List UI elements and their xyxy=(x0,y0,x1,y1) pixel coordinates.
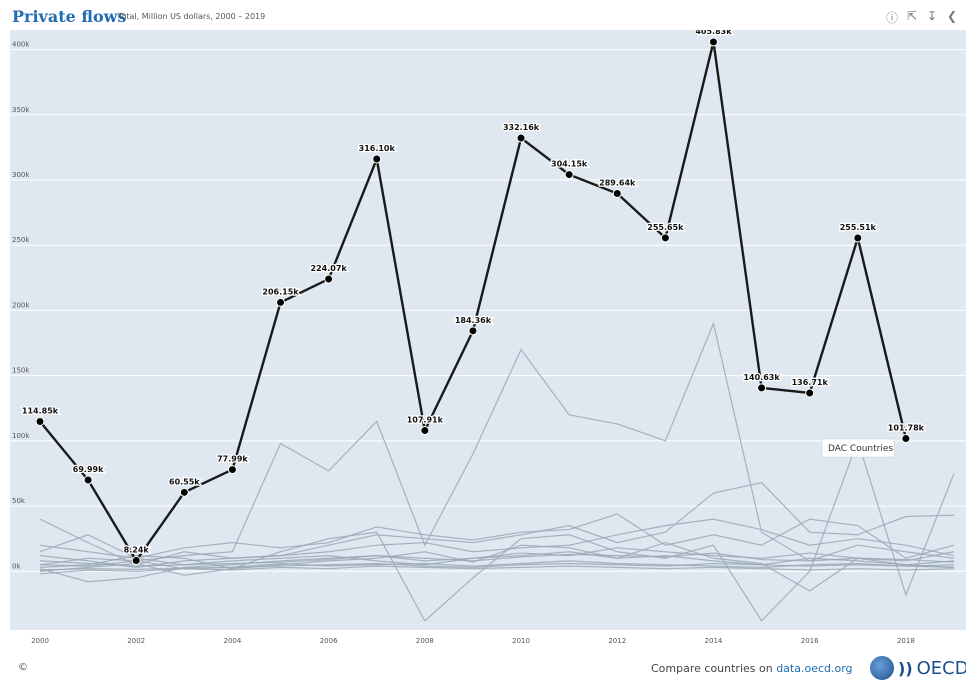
data-label: 255.51k xyxy=(840,223,877,232)
data-point[interactable] xyxy=(131,556,141,566)
series-line[interactable] xyxy=(39,544,955,566)
data-label: 316.10k xyxy=(359,144,396,153)
data-point[interactable] xyxy=(612,189,622,199)
data-label: 224.07k xyxy=(311,264,348,273)
data-label: 114.85k xyxy=(22,407,59,416)
x-tick-label: 2018 xyxy=(897,637,915,645)
data-point[interactable] xyxy=(660,233,670,243)
data-label: 136.71k xyxy=(792,378,829,387)
chart-subtitle: Total, Million US dollars, 2000 – 2019 xyxy=(118,12,266,21)
info-icon[interactable]: ⓘ xyxy=(886,11,899,25)
plot-area xyxy=(10,30,966,630)
logo-text: OECD xyxy=(916,657,966,679)
globe-icon xyxy=(870,656,894,680)
data-point[interactable] xyxy=(276,297,286,307)
x-tick-label: 2016 xyxy=(801,637,819,645)
tooltip: DAC Countries xyxy=(821,438,895,458)
data-point[interactable] xyxy=(708,37,718,47)
oecd-logo[interactable]: )) OECD xyxy=(870,656,966,680)
other-series-group xyxy=(39,321,955,622)
chart-header: Private flows Total, Million US dollars,… xyxy=(0,0,966,34)
data-point[interactable] xyxy=(83,475,93,485)
data-point[interactable] xyxy=(179,487,189,497)
x-tick-label: 2002 xyxy=(127,637,145,645)
data-point[interactable] xyxy=(324,274,334,284)
footer: © Compare countries on data.oecd.org )) … xyxy=(0,650,966,682)
data-label: 332.16k xyxy=(503,123,540,132)
x-tick-label: 2010 xyxy=(512,637,530,645)
data-label: 107.91k xyxy=(407,416,444,425)
data-point[interactable] xyxy=(35,417,45,426)
data-point[interactable] xyxy=(372,154,382,164)
data-point[interactable] xyxy=(516,133,526,143)
series-line[interactable] xyxy=(39,321,955,566)
data-label: 289.64k xyxy=(599,179,636,188)
series-line[interactable] xyxy=(39,551,955,583)
data-point[interactable] xyxy=(901,434,911,444)
series-line[interactable] xyxy=(39,565,955,575)
tooltip-box xyxy=(821,438,895,458)
share-icon[interactable]: ❮ xyxy=(946,9,958,23)
data-label: 140.63k xyxy=(743,373,780,382)
data-point[interactable] xyxy=(468,326,478,336)
compare-prefix: Compare countries on xyxy=(651,662,777,675)
data-label: 304.15k xyxy=(551,160,588,169)
y-tick-label: 100k xyxy=(12,432,30,440)
data-point[interactable] xyxy=(227,465,237,475)
data-label: 184.36k xyxy=(455,316,492,325)
y-tick-label: 50k xyxy=(12,497,26,505)
chart-toolbar: ⓘ ⇱ ↧ ❮ xyxy=(886,9,958,26)
x-tick-label: 2008 xyxy=(416,637,434,645)
x-tick-label: 2004 xyxy=(224,637,242,645)
data-label: 69.99k xyxy=(73,465,104,474)
y-tick-label: 150k xyxy=(12,367,30,375)
x-tick-label: 2000 xyxy=(31,637,49,645)
x-axis-ticks: 2000 2002 2004 2006 2008 2010 2012 2014 2016 2018 xyxy=(31,637,915,645)
x-tick-label: 2012 xyxy=(608,637,626,645)
expand-icon[interactable]: ⇱ xyxy=(906,9,918,23)
data-point[interactable] xyxy=(564,170,574,180)
data-label: 405.83k xyxy=(695,30,732,36)
compare-countries: Compare countries on data.oecd.org xyxy=(651,662,853,675)
data-label: 206.15k xyxy=(262,287,299,296)
y-tick-label: 400k xyxy=(12,41,30,49)
series-line[interactable] xyxy=(39,513,955,559)
series-line[interactable] xyxy=(39,541,955,592)
data-label: 77.99k xyxy=(217,455,248,464)
data-label: 255.65k xyxy=(647,223,684,232)
y-tick-label: 300k xyxy=(12,171,30,179)
x-tick-label: 2006 xyxy=(320,637,338,645)
y-tick-label: 0k xyxy=(12,562,21,570)
compare-link[interactable]: data.oecd.org xyxy=(776,662,853,675)
y-tick-label: 200k xyxy=(12,301,30,309)
tooltip-text: DAC Countries xyxy=(828,444,893,454)
data-labels-group: 114.85k 69.99k 8.24k 60.55k 77.99k 206.15k 224… xyxy=(21,30,926,556)
data-point[interactable] xyxy=(757,383,767,393)
x-tick-label: 2014 xyxy=(705,637,723,645)
arc-icon: )) xyxy=(898,658,913,678)
data-label: 8.24k xyxy=(124,546,150,555)
chart-title: Private flows xyxy=(12,7,127,26)
highlighted-series-group[interactable] xyxy=(35,37,911,566)
y-axis-ticks: 0k 50k 100k 150k 200k 250k 300k 350k 400k xyxy=(12,41,30,571)
download-icon[interactable]: ↧ xyxy=(926,9,938,23)
data-point[interactable] xyxy=(805,388,815,398)
series-line[interactable] xyxy=(39,518,955,568)
data-label: 101.78k xyxy=(888,424,925,433)
y-tick-label: 250k xyxy=(12,236,30,244)
copyright-text: © xyxy=(18,662,28,673)
y-tick-label: 350k xyxy=(12,106,30,114)
data-point[interactable] xyxy=(420,426,430,436)
data-point[interactable] xyxy=(853,233,863,243)
data-label: 60.55k xyxy=(169,477,200,486)
